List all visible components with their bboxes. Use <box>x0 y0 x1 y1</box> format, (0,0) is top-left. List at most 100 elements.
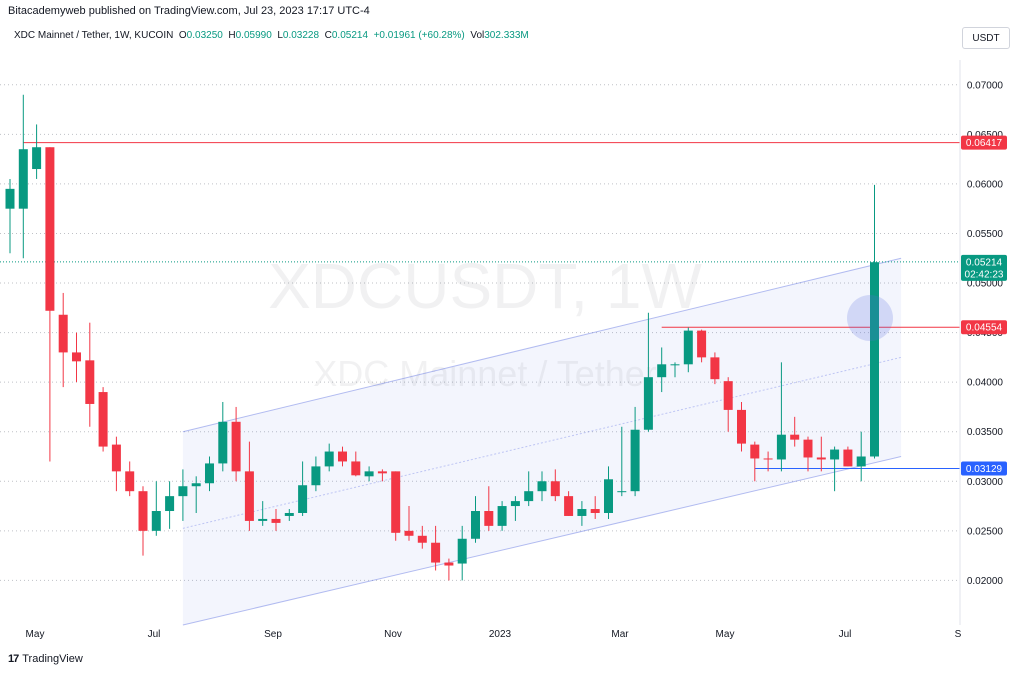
candle-down <box>391 471 401 541</box>
cursor-highlight <box>847 295 893 341</box>
candle-body <box>617 491 627 493</box>
candle-body <box>816 457 826 460</box>
candle-up <box>643 312 653 432</box>
parallel-channel[interactable] <box>182 257 902 626</box>
candle-body <box>471 511 480 539</box>
candle-body <box>18 149 28 209</box>
time-axis[interactable]: May Jul Sep Nov 2023 Mar May Jul S <box>26 629 962 640</box>
candle-body <box>790 434 800 440</box>
candle-body <box>604 479 613 513</box>
candle-down <box>404 506 414 541</box>
tradingview-logo-icon: 17 <box>8 653 19 665</box>
candle-body <box>72 352 81 362</box>
candle-up <box>657 347 667 393</box>
candle-up <box>670 362 680 378</box>
candle-body <box>484 511 494 526</box>
candle-body <box>417 535 427 543</box>
candle-up <box>683 327 693 373</box>
candle-body <box>590 509 600 513</box>
channel-fill <box>182 258 902 625</box>
legend-high-label: H <box>228 30 236 41</box>
candle-body <box>643 377 653 430</box>
candle-body <box>111 444 121 472</box>
candle-down <box>98 387 108 452</box>
channel-upper-line[interactable] <box>182 257 902 433</box>
footer[interactable]: 17 TradingView <box>8 653 83 665</box>
candle-down <box>710 352 720 385</box>
candle-up <box>630 406 640 497</box>
candle-body <box>404 530 414 536</box>
time-tick-label: S <box>955 629 962 640</box>
price-tick-label: 0.07000 <box>967 80 1004 91</box>
candle-down <box>564 491 574 516</box>
candle-down <box>351 451 361 477</box>
candle-down <box>723 377 733 432</box>
time-tick-label: Jul <box>839 629 852 640</box>
candle-down <box>45 147 55 462</box>
candle-up <box>604 466 613 519</box>
candle-body <box>870 262 879 457</box>
candle-body <box>324 451 334 467</box>
candle-body <box>843 449 853 467</box>
price-label-value: 0.04554 <box>966 323 1003 334</box>
candle-down <box>484 486 494 531</box>
candle-body <box>524 491 534 502</box>
candle-up <box>510 496 520 521</box>
candle-body <box>444 562 454 566</box>
currency-button[interactable]: USDT <box>962 27 1010 49</box>
candle-body <box>457 538 467 564</box>
time-tick-label: 2023 <box>489 629 512 640</box>
candle-body <box>723 381 733 410</box>
horizontal-lines[interactable] <box>0 142 960 469</box>
candle-down <box>816 436 826 472</box>
candle-body <box>271 518 281 523</box>
price-tick-label: 0.05500 <box>967 229 1004 240</box>
countdown-label: 02:42:23 <box>965 269 1004 280</box>
candle-body <box>630 429 640 492</box>
candle-body <box>776 434 786 460</box>
candle-body <box>391 471 401 533</box>
legend-close-label: C <box>324 30 332 41</box>
candle-body <box>564 496 574 516</box>
candle-up <box>205 456 214 492</box>
candle-body <box>191 483 201 487</box>
candle-up <box>830 446 840 492</box>
candle-down <box>338 446 347 467</box>
candle-body <box>431 542 441 563</box>
candle-down <box>111 436 121 492</box>
price-tick-label: 0.04000 <box>967 378 1004 389</box>
legend-open: 0.03250 <box>186 30 223 41</box>
symbol-watermark: XDCUSDT, 1W XDC Mainnet / Tether <box>268 250 702 394</box>
candle-up <box>324 443 334 472</box>
watermark-name: XDC Mainnet / Tether <box>313 353 657 394</box>
legend-low: 0.03228 <box>282 30 320 41</box>
candle-body <box>510 501 520 507</box>
time-tick-label: May <box>26 629 45 640</box>
price-tick-label: 0.06000 <box>967 179 1004 190</box>
footer-brand: TradingView <box>22 653 83 665</box>
candle-body <box>856 456 866 467</box>
price-label-box <box>961 461 1007 476</box>
candle-body <box>231 421 241 472</box>
candle-down <box>444 558 454 581</box>
candle-up <box>577 501 587 526</box>
candle-body <box>258 518 268 521</box>
candle-body <box>697 330 707 358</box>
candle-body <box>178 486 188 497</box>
candle-up <box>457 525 467 581</box>
price-tick-label: 0.06500 <box>967 130 1004 141</box>
candle-down <box>125 461 135 497</box>
channel-lower-line[interactable] <box>182 456 902 626</box>
candle-body <box>311 466 321 486</box>
candle-down <box>750 441 760 482</box>
candle-body <box>364 471 374 477</box>
candle-down <box>58 292 68 388</box>
candle-body <box>284 512 294 516</box>
candle-body <box>45 147 55 311</box>
channel-mid-line[interactable] <box>182 356 902 529</box>
candle-body <box>244 471 254 521</box>
price-tick-label: 0.02500 <box>967 526 1004 537</box>
candle-up <box>311 456 321 492</box>
